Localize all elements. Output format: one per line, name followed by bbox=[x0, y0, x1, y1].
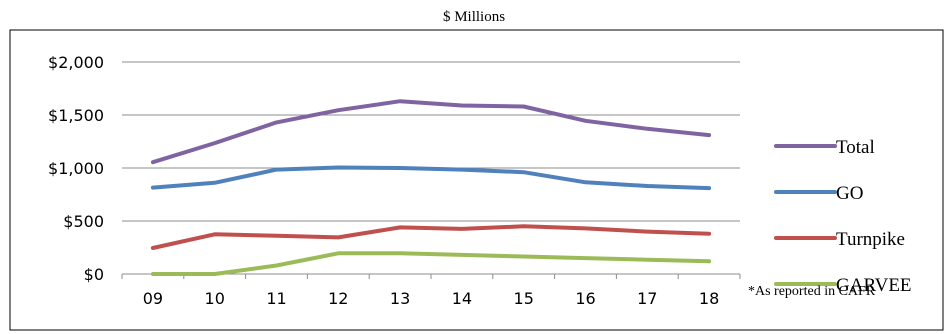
x-tick-label: 12 bbox=[328, 289, 348, 308]
y-axis-tick-labels: $0 $500 $1,000 $1,500 $2,000 bbox=[48, 53, 104, 284]
x-tick-label: 09 bbox=[143, 289, 163, 308]
legend-label: GARVEE bbox=[836, 275, 912, 296]
footnote: *As reported in CAFR bbox=[748, 284, 876, 299]
x-tick-label: 14 bbox=[452, 289, 472, 308]
series-lines bbox=[150, 99, 712, 276]
legend-label: GO bbox=[836, 183, 863, 204]
x-tick-label: 17 bbox=[637, 289, 657, 308]
y-tick-label: $500 bbox=[63, 212, 104, 231]
y-tick-label: $1,500 bbox=[48, 106, 104, 125]
legend-item-total: Total bbox=[774, 137, 875, 158]
legend-item-go: GO bbox=[774, 183, 863, 204]
series-line-go bbox=[150, 165, 712, 191]
series-line-turnpike bbox=[150, 224, 712, 250]
legend-item-turnpike: Turnpike bbox=[774, 229, 905, 250]
y-tick-label: $0 bbox=[84, 265, 104, 284]
x-tick-label: 15 bbox=[514, 289, 534, 308]
legend-label: Turnpike bbox=[836, 229, 905, 250]
x-tick-label: 11 bbox=[266, 289, 286, 308]
y-tick-label: $2,000 bbox=[48, 53, 104, 72]
y-tick-label: $1,000 bbox=[48, 159, 104, 178]
legend: Total GO Turnpike GARVEE bbox=[774, 137, 912, 296]
series-line-garvee bbox=[150, 251, 712, 276]
x-tick-label: 16 bbox=[575, 289, 595, 308]
series-line-total bbox=[150, 99, 712, 165]
x-tick-label: 10 bbox=[205, 289, 225, 308]
chart-frame bbox=[9, 29, 944, 331]
gridlines bbox=[121, 61, 741, 279]
x-tick-label: 13 bbox=[390, 289, 410, 308]
x-axis-tick-labels: 09 10 11 12 13 14 15 16 17 18 bbox=[143, 289, 720, 308]
legend-label: Total bbox=[836, 137, 875, 158]
x-tick-label: 18 bbox=[699, 289, 719, 308]
legend-item-garvee: GARVEE bbox=[774, 275, 912, 296]
chart-title: $ Millions bbox=[443, 9, 505, 25]
